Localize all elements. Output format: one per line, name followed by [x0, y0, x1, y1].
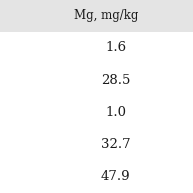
Bar [0, 0, 193, 32]
Text: 1.6: 1.6 [105, 41, 126, 54]
Text: Mg, mg/kg: Mg, mg/kg [74, 9, 138, 22]
Text: 28.5: 28.5 [101, 74, 130, 87]
Text: 32.7: 32.7 [101, 138, 131, 151]
Text: 1.0: 1.0 [105, 106, 126, 119]
Text: 47.9: 47.9 [101, 170, 131, 183]
